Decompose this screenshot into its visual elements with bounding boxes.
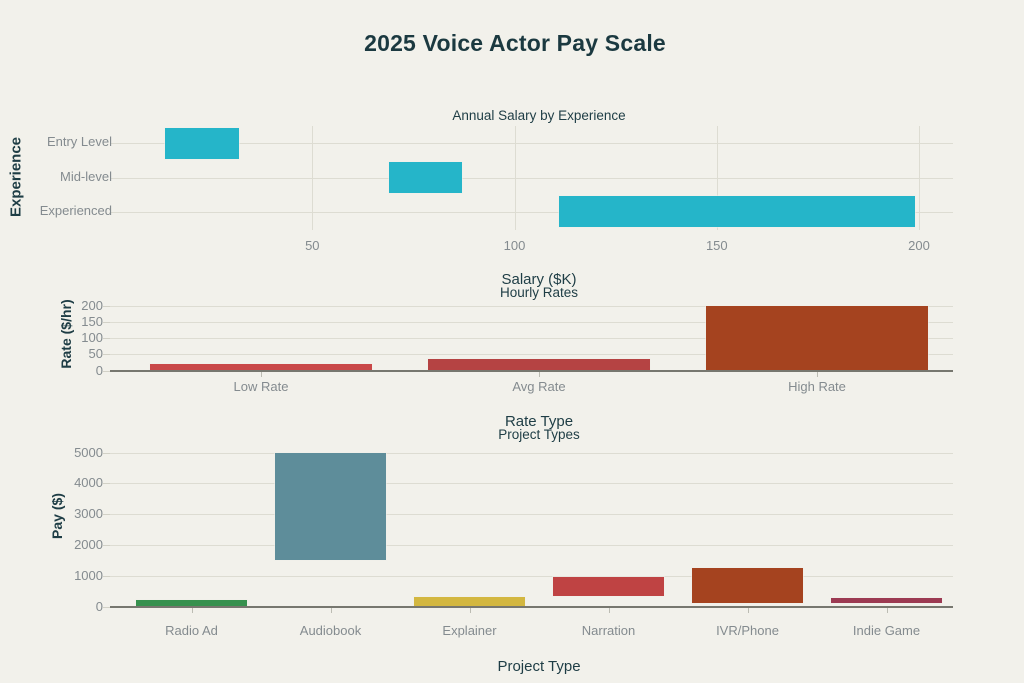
bar-explainer	[413, 597, 526, 607]
row-gridline-experienced	[110, 211, 953, 213]
x-tick-avg-rate	[539, 371, 540, 377]
x-tick-radio-ad	[191, 607, 193, 613]
y-category-label-experienced: Experienced	[39, 202, 112, 218]
y-category-label-mid-level: Mid-level	[59, 168, 112, 184]
row-gridline-mid-level	[110, 177, 953, 179]
x-category-label-audiobook: Audiobook	[299, 623, 362, 638]
x-tick-low-rate	[261, 371, 262, 377]
y-gridline-100	[110, 338, 953, 340]
y-tick-0	[103, 606, 110, 608]
y-gridline-4000	[110, 483, 953, 485]
x-tick-ivr-phone	[747, 607, 749, 613]
y-tick-label-200: 200	[81, 298, 103, 314]
bar-ivr-phone	[691, 568, 804, 604]
row-gridline-entry-level	[110, 143, 953, 145]
bar-experienced	[559, 196, 915, 228]
y-tick-200	[103, 306, 110, 308]
page-title: 2025 Voice Actor Pay Scale	[364, 30, 666, 56]
x-category-label-low-rate: Low Rate	[233, 379, 289, 394]
y-tick-label-0: 0	[95, 598, 103, 614]
salary-chart-title: Annual Salary by Experience	[452, 108, 626, 123]
y-tick-label-2000: 2000	[74, 536, 103, 552]
y-tick-5000	[103, 452, 110, 454]
y-tick-1000	[103, 575, 110, 577]
y-tick-3000	[103, 514, 110, 516]
y-gridline-50	[110, 354, 953, 356]
y-tick-label-50: 50	[88, 346, 103, 362]
bar-low-rate	[149, 364, 373, 371]
x-axis-line	[110, 605, 953, 608]
salary-x-axis-label: Salary ($K)	[501, 271, 577, 288]
x-category-label-indie-game: Indie Game	[852, 623, 921, 638]
x-tick-explainer	[469, 607, 471, 613]
y-tick-100	[103, 338, 110, 340]
y-tick-label-3000: 3000	[74, 506, 103, 522]
hourly-chart-title: Hourly Rates	[499, 285, 579, 300]
bar-entry-level	[164, 127, 240, 159]
y-tick-label-1000: 1000	[74, 567, 103, 583]
hourly-x-axis-label: Rate Type	[504, 413, 574, 430]
x-category-label-explainer: Explainer	[442, 623, 497, 638]
y-tick-label-0: 0	[95, 362, 103, 378]
x-tick-audiobook	[330, 607, 332, 613]
y-tick-label-4000: 4000	[74, 475, 103, 491]
x-category-label-high-rate: High Rate	[788, 379, 846, 394]
x-category-label-avg-rate: Avg Rate	[512, 379, 566, 394]
y-gridline-5000	[110, 452, 953, 454]
x-axis-line	[110, 369, 953, 372]
y-gridline-1000	[110, 575, 953, 577]
bar-narration	[552, 577, 665, 596]
x-tick-indie-game	[886, 607, 888, 613]
projects-x-axis-label: Project Type	[497, 658, 581, 675]
y-gridline-150	[110, 322, 953, 324]
y-category-label-entry-level: Entry Level	[46, 134, 112, 150]
x-tick-label-100: 100	[503, 238, 526, 253]
x-category-label-ivr-phone: IVR/Phone	[716, 623, 779, 638]
y-tick-label-150: 150	[81, 314, 103, 330]
bar-high-rate	[705, 306, 929, 371]
bar-avg-rate	[427, 359, 651, 371]
y-tick-label-100: 100	[81, 330, 103, 346]
x-category-label-narration: Narration	[581, 623, 636, 638]
bar-mid-level	[389, 162, 462, 193]
x-tick-narration	[608, 607, 610, 613]
y-gridline-2000	[110, 544, 953, 546]
y-tick-50	[103, 354, 110, 356]
y-tick-150	[103, 322, 110, 324]
y-tick-4000	[103, 483, 110, 485]
x-category-label-radio-ad: Radio Ad	[165, 623, 218, 638]
y-tick-0	[103, 370, 110, 372]
y-tick-2000	[103, 544, 110, 546]
bar-indie-game	[830, 597, 943, 604]
bar-radio-ad	[135, 599, 248, 607]
y-gridline-3000	[110, 514, 953, 516]
bar-audiobook	[274, 452, 387, 561]
projects-chart-title: Project Types	[498, 427, 580, 442]
x-tick-label-200: 200	[908, 238, 930, 253]
y-tick-label-5000: 5000	[74, 444, 103, 460]
x-tick-high-rate	[817, 371, 818, 377]
y-gridline-200	[110, 306, 953, 308]
x-tick-label-50: 50	[305, 238, 320, 253]
x-tick-label-150: 150	[705, 238, 728, 253]
